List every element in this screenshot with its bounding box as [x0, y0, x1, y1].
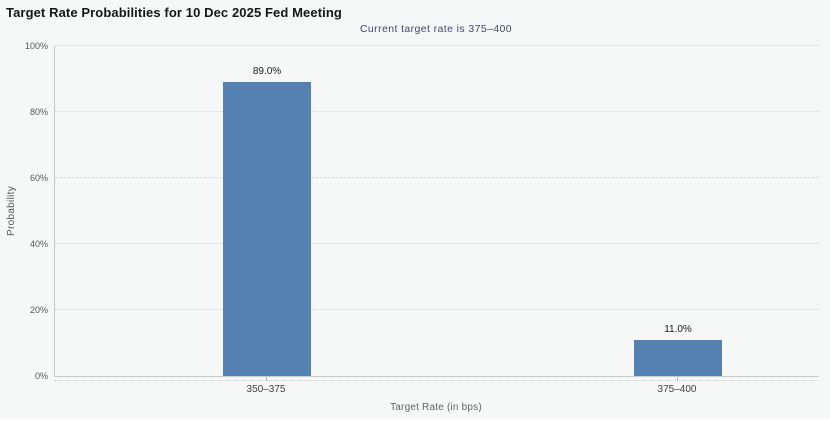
bar-value-label: 89.0%: [252, 66, 282, 78]
chart-subtitle: Current target rate is 375–400: [359, 23, 513, 35]
plot-area: 89.0% 11.0%: [54, 45, 819, 377]
y-tick-label: 20%: [29, 305, 48, 315]
y-tick-label: 100%: [24, 41, 48, 51]
y-tick-label: 80%: [29, 107, 48, 117]
y-tick-label: 40%: [29, 239, 48, 249]
x-category-label: 375–400: [657, 384, 697, 395]
bottom-strip: [0, 419, 830, 423]
bar-350–375: [223, 82, 311, 376]
gridline-40: [55, 243, 819, 244]
x-axis-title: Target Rate (in bps): [390, 402, 482, 413]
bar-375–400: [634, 339, 722, 376]
y-tick-label: 0%: [34, 371, 48, 381]
y-axis-title: Probability: [6, 186, 17, 236]
y-tick-label: 60%: [29, 173, 48, 183]
x-tick: [677, 377, 678, 381]
gridline-60: [55, 177, 819, 178]
gridline-100: [55, 45, 819, 46]
x-axis-minor-ticks: [54, 380, 818, 381]
x-tick: [266, 377, 267, 381]
x-category-label: 350–375: [246, 384, 286, 395]
bar-value-label: 11.0%: [664, 323, 692, 335]
gridline-20: [55, 309, 819, 310]
gridline-80: [55, 111, 819, 112]
chart-title: Target Rate Probabilities for 10 Dec 202…: [6, 5, 342, 20]
